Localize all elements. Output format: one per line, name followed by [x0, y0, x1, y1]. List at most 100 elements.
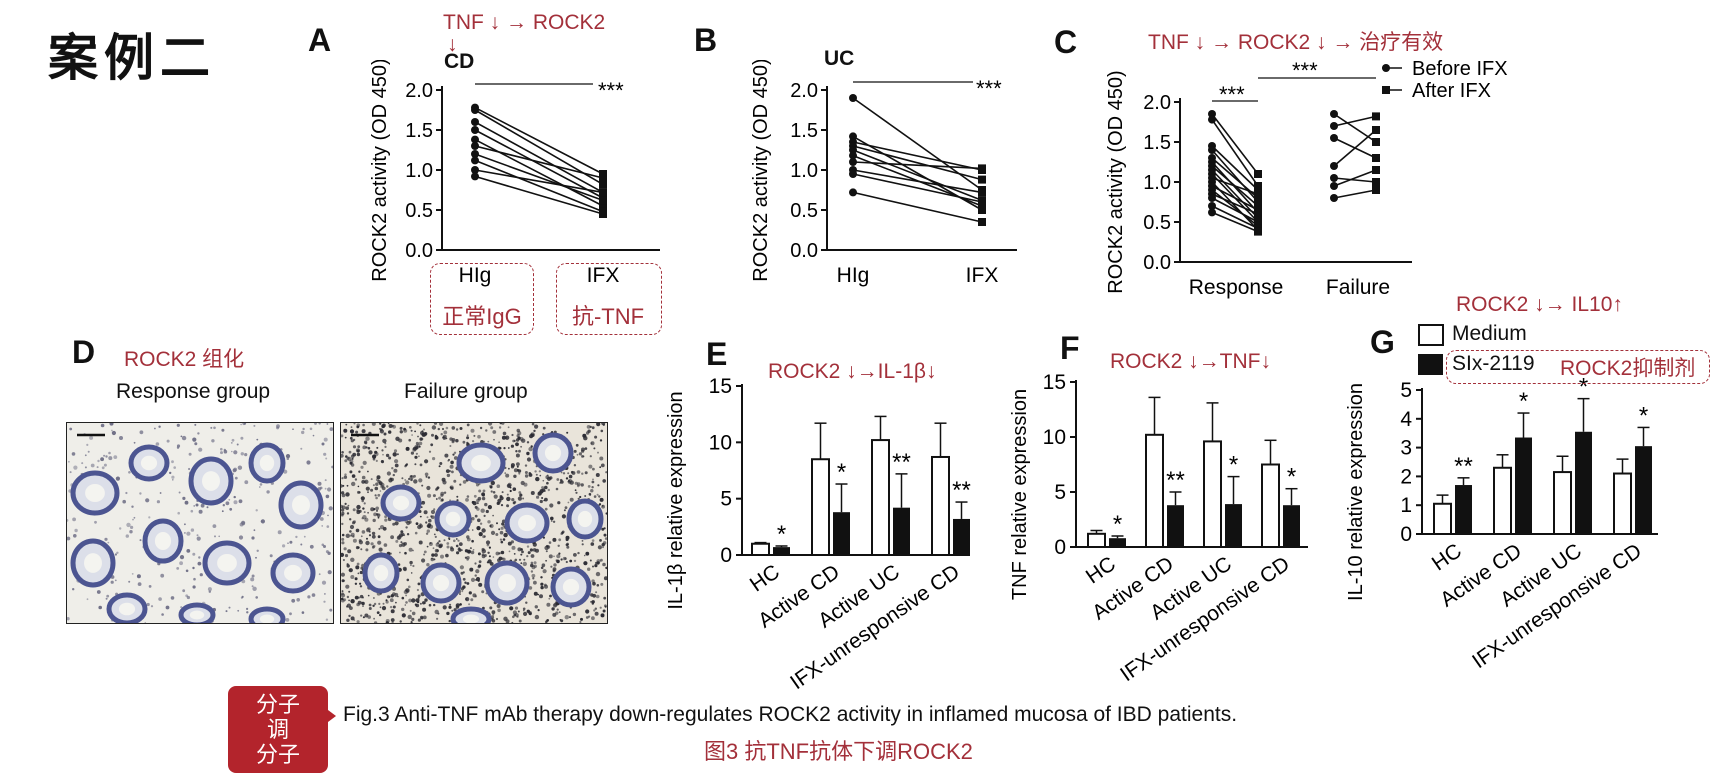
significance-mark: **	[1166, 467, 1185, 494]
histo-failure-nucleus	[477, 496, 482, 501]
histo-failure-nucleus	[370, 507, 375, 512]
histo-failure-nucleus	[446, 611, 450, 616]
histo-failure-nucleus	[378, 602, 381, 605]
histo-failure-nucleus	[357, 490, 360, 494]
histo-failure-nucleus	[577, 497, 580, 500]
histo-failure-nucleus	[457, 539, 460, 542]
histo-response-nucleus	[81, 462, 84, 465]
y-tick-label: 3	[1400, 437, 1412, 460]
histo-failure-nucleus	[373, 602, 377, 606]
histo-response-crypt-lumen-7	[217, 554, 237, 572]
histo-failure-nucleus	[352, 521, 356, 525]
histo-response-nucleus	[108, 456, 113, 461]
x-tick-label: IFX	[966, 264, 999, 287]
histo-failure-nucleus	[510, 540, 514, 544]
histo-failure-nucleus	[376, 475, 381, 480]
panel-c-sig-1: ***	[1219, 82, 1245, 107]
histo-failure-nucleus	[346, 595, 350, 599]
histo-failure-nucleus	[439, 462, 443, 465]
histo-failure-nucleus	[426, 545, 429, 548]
panel-c-failure-point-before-5	[1330, 182, 1338, 190]
panel-c-failure-point-before-4	[1330, 174, 1338, 182]
panel-letter-c: C	[1054, 24, 1078, 60]
histo-response-nucleus	[128, 471, 131, 474]
histo-response-nucleus	[89, 435, 94, 440]
histo-failure-nucleus	[503, 616, 508, 621]
histo-failure-nucleus	[517, 610, 520, 613]
histo-failure-nucleus	[513, 439, 516, 442]
panel-letter-f: F	[1060, 330, 1080, 366]
histo-failure-nucleus	[533, 591, 538, 596]
histo-response-nucleus	[106, 594, 110, 598]
histo-failure-nucleus	[446, 545, 450, 549]
histo-failure-nucleus	[487, 551, 490, 554]
histo-failure-nucleus	[471, 539, 474, 543]
histo-failure-nucleus	[576, 484, 580, 488]
y-tick-label: 0.0	[1143, 252, 1171, 274]
histo-response-nucleus	[180, 606, 183, 609]
histo-failure-nucleus	[384, 518, 388, 522]
histo-failure-nucleus	[392, 473, 395, 477]
histo-failure-nucleus	[426, 516, 429, 519]
histo-failure-nucleus	[458, 548, 462, 552]
histo-failure-nucleus	[495, 551, 500, 556]
histo-failure-nucleus	[462, 440, 466, 444]
y-tick-label: 0.5	[790, 200, 818, 222]
histo-failure-nucleus	[350, 426, 353, 428]
histo-failure-nucleus	[501, 557, 504, 560]
panel-c-failure-point-after-4	[1372, 178, 1380, 186]
histo-failure-nucleus	[553, 555, 555, 558]
histo-failure-nucleus	[466, 495, 470, 498]
histo-failure-nucleus	[531, 573, 536, 578]
histo-failure-nucleus	[600, 429, 604, 433]
histo-failure-nucleus	[375, 482, 379, 486]
histo-failure-nucleus	[446, 473, 451, 478]
histo-failure-nucleus	[439, 423, 444, 426]
histo-failure-nucleus	[355, 546, 360, 550]
histo-failure-nucleus	[517, 547, 522, 552]
legend-before-label: Before IFX	[1412, 58, 1508, 80]
panel-a-note-arrow: ↓	[447, 33, 458, 56]
histo-failure-nucleus	[600, 463, 605, 468]
histo-failure-nucleus	[544, 507, 548, 511]
histo-failure-nucleus	[348, 568, 353, 573]
histo-failure-nucleus	[473, 494, 477, 498]
histo-failure-nucleus	[558, 552, 561, 555]
histo-failure-nucleus	[419, 463, 423, 467]
histo-failure-nucleus	[354, 577, 358, 581]
histo-failure-nucleus	[458, 542, 463, 546]
histo-failure-nucleus	[450, 546, 453, 550]
bar-medium-3	[1261, 463, 1280, 548]
histo-response-nucleus	[302, 427, 305, 431]
histo-failure-nucleus	[560, 471, 563, 474]
panel-c-response-line-15	[1211, 205, 1259, 230]
histo-response-nucleus	[179, 561, 183, 566]
histo-failure-nucleus	[426, 563, 430, 567]
histo-failure-nucleus	[534, 424, 539, 429]
histo-failure-nucleus	[581, 472, 584, 475]
panel-a-point-before-2	[471, 118, 479, 126]
histo-response-nucleus	[96, 590, 101, 594]
histo-failure-nucleus	[351, 481, 356, 487]
histo-response-nucleus	[73, 465, 78, 470]
histo-failure-nucleus	[361, 475, 366, 480]
histo-response-nucleus	[253, 424, 256, 427]
bar-medium-1	[1493, 466, 1512, 535]
histo-failure-nucleus	[601, 423, 606, 426]
histo-failure-nucleus	[423, 553, 426, 556]
histo-failure-nucleus	[371, 545, 375, 549]
histo-failure-nucleus	[404, 551, 407, 555]
histo-response-nucleus	[326, 525, 330, 528]
histo-failure-nucleus	[347, 456, 352, 462]
histo-failure-nucleus	[405, 601, 408, 604]
y-tick-label: 4	[1400, 408, 1412, 431]
histo-failure-nucleus	[388, 595, 391, 598]
histo-failure-nucleus	[424, 459, 429, 464]
histo-failure-nucleus	[395, 539, 399, 543]
histo-failure-nucleus	[370, 542, 374, 546]
y-tick-label: 1.0	[405, 160, 433, 182]
histo-response-nucleus	[103, 454, 106, 457]
histo-response-nucleus	[188, 467, 191, 471]
panel-b-sig: ***	[976, 76, 1002, 101]
